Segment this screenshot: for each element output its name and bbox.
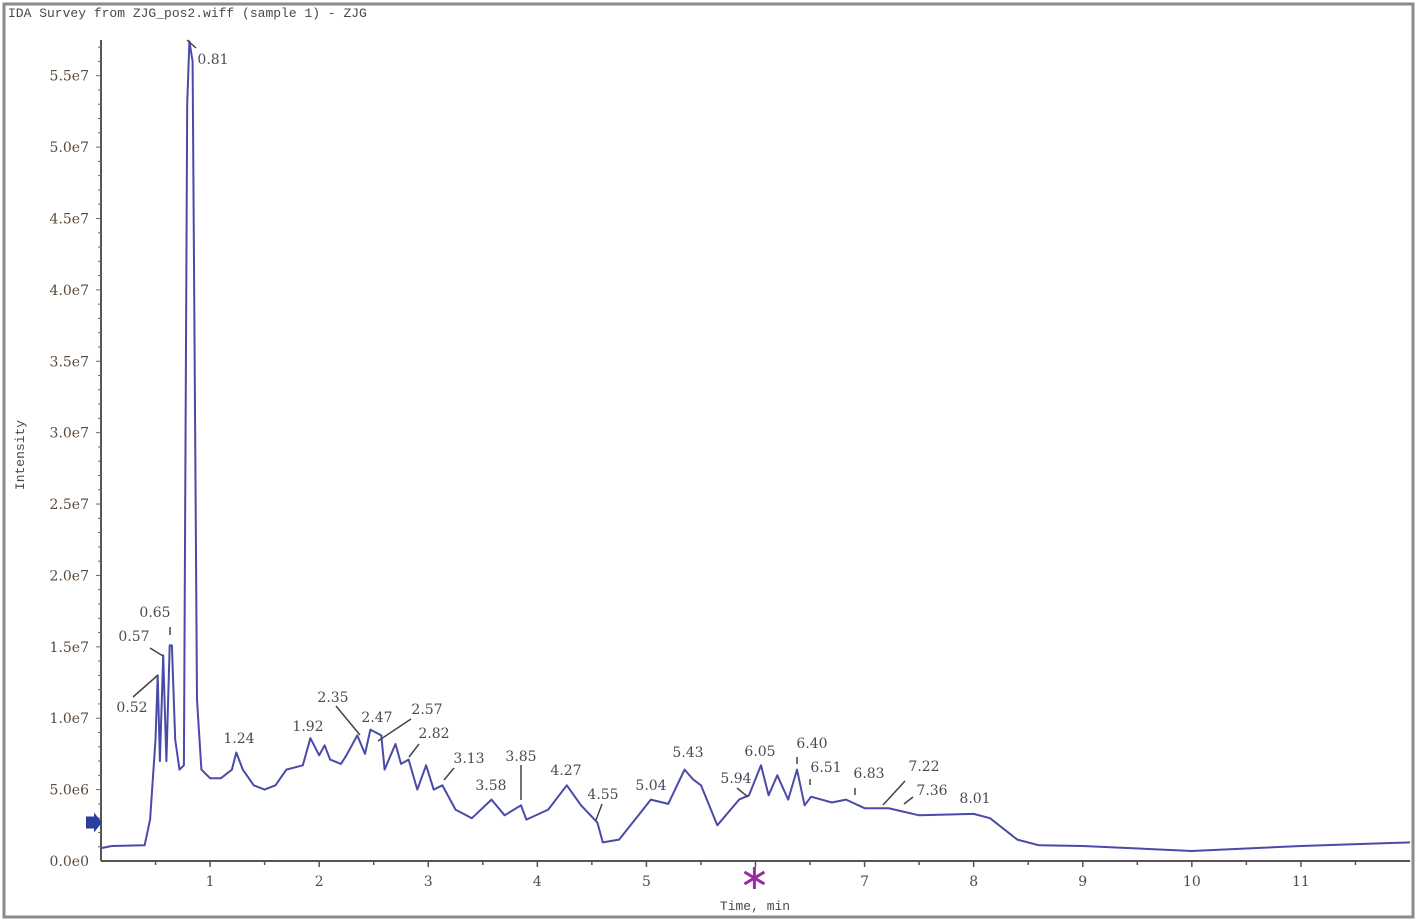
- peak-label: 2.57: [411, 702, 442, 718]
- asterisk-stroke: [743, 870, 766, 886]
- x-axis-label: Time, min: [720, 899, 790, 914]
- peak-leader-line: [443, 767, 455, 781]
- peak-leader-line: [149, 647, 164, 657]
- x-tick-label: 11: [1292, 874, 1310, 890]
- peak-leader-line: [186, 39, 197, 49]
- peak-label: 8.01: [959, 791, 990, 807]
- y-tick-label: 1.0e7: [50, 711, 89, 727]
- peak-label: 4.55: [587, 787, 618, 803]
- time-marker-asterisk-icon: [743, 867, 766, 889]
- chart-title: IDA Survey from ZJG_pos2.wiff (sample 1)…: [8, 6, 367, 21]
- peak-label: 2.47: [361, 710, 392, 726]
- peak-label: 5.04: [635, 778, 666, 794]
- x-tick-label: 1: [206, 874, 215, 890]
- y-tick-label: 5.5e7: [50, 69, 89, 85]
- y-axis-label: Intensity: [13, 420, 28, 490]
- peak-label: 3.13: [453, 751, 484, 767]
- peak-label: 0.65: [139, 605, 170, 621]
- peak-label: 6.05: [744, 744, 775, 760]
- peak-label: 2.35: [317, 690, 348, 706]
- peak-leader-line: [736, 787, 749, 798]
- peak-label: 0.52: [116, 700, 147, 716]
- peak-label: 5.94: [720, 771, 751, 787]
- peak-leader-line: [132, 674, 159, 698]
- peak-leader-line: [882, 780, 906, 806]
- x-tick-label: 3: [424, 874, 433, 890]
- y-tick-label: 4.0e7: [50, 283, 89, 299]
- x-tick-label: 5: [642, 874, 651, 890]
- peak-label: 0.81: [197, 52, 228, 68]
- y-tick-label: 2.5e7: [50, 497, 89, 513]
- y-tick-label: 4.5e7: [50, 211, 89, 227]
- peak-label: 1.24: [223, 731, 254, 747]
- peak-leader-line: [335, 705, 361, 736]
- x-tick-label: 8: [969, 874, 978, 890]
- y-tick-label: 5.0e7: [50, 140, 89, 156]
- peak-label: 0.57: [118, 629, 149, 645]
- peak-label: 6.40: [796, 736, 827, 752]
- x-tick-label: 10: [1183, 874, 1201, 890]
- peak-label: 3.85: [505, 749, 536, 765]
- peak-label: 7.22: [908, 759, 939, 775]
- y-tick-label: 3.0e7: [50, 426, 89, 442]
- x-tick-label: 7: [860, 874, 869, 890]
- x-tick-label: 2: [315, 874, 324, 890]
- y-tick-label: 5.0e6: [50, 783, 90, 799]
- y-tick-label: 3.5e7: [50, 354, 89, 370]
- threshold-arrow-icon: [86, 812, 102, 833]
- peak-label: 4.27: [550, 763, 581, 779]
- peak-label: 2.82: [418, 726, 449, 742]
- y-tick-label: 2.0e7: [50, 568, 89, 584]
- y-tick-label: 1.5e7: [50, 640, 89, 656]
- peak-label: 6.83: [853, 766, 884, 782]
- x-tick-label: 9: [1078, 874, 1087, 890]
- peak-label: 6.51: [810, 760, 841, 776]
- x-tick-label: 4: [533, 874, 542, 890]
- peak-leader-line: [595, 803, 603, 821]
- peak-label: 1.92: [292, 719, 323, 735]
- peak-label: 7.36: [916, 783, 947, 799]
- peak-label: 5.43: [672, 745, 703, 761]
- peak-leader-line: [408, 743, 420, 758]
- peak-leader-line: [903, 796, 914, 805]
- y-tick-label: 0.0e0: [50, 854, 89, 870]
- peak-leader-line: [377, 718, 412, 742]
- tic-trace: [100, 40, 1411, 852]
- peak-label: 3.58: [475, 778, 506, 794]
